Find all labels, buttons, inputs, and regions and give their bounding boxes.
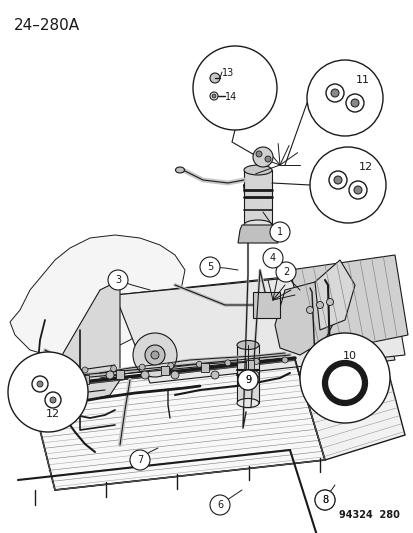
Circle shape <box>316 302 323 309</box>
Circle shape <box>250 371 259 379</box>
Ellipse shape <box>175 167 184 173</box>
Circle shape <box>262 248 282 268</box>
Circle shape <box>306 306 313 313</box>
Polygon shape <box>81 375 89 384</box>
Polygon shape <box>274 282 339 355</box>
Circle shape <box>209 495 230 515</box>
Polygon shape <box>236 345 259 403</box>
Circle shape <box>106 371 114 379</box>
Text: 24–280A: 24–280A <box>14 18 80 33</box>
Text: 13: 13 <box>221 68 234 78</box>
Circle shape <box>333 176 341 184</box>
Circle shape <box>50 397 56 403</box>
Circle shape <box>264 156 271 162</box>
Circle shape <box>192 46 276 130</box>
Circle shape <box>326 298 333 305</box>
Polygon shape <box>252 292 279 318</box>
Circle shape <box>275 262 295 282</box>
Circle shape <box>82 367 88 373</box>
Text: 6: 6 <box>216 500 223 510</box>
Circle shape <box>224 360 230 366</box>
Circle shape <box>133 333 177 377</box>
Circle shape <box>314 490 334 510</box>
Circle shape <box>281 357 287 363</box>
Ellipse shape <box>236 399 259 408</box>
Text: 94324  280: 94324 280 <box>338 510 399 520</box>
Circle shape <box>269 222 289 242</box>
Polygon shape <box>115 268 394 390</box>
Circle shape <box>110 366 116 372</box>
Circle shape <box>330 89 338 97</box>
Circle shape <box>299 333 389 423</box>
Text: 8: 8 <box>321 495 327 505</box>
Text: 9: 9 <box>244 375 250 385</box>
Text: 3: 3 <box>115 275 121 285</box>
Circle shape <box>167 363 173 369</box>
Circle shape <box>139 364 145 370</box>
Circle shape <box>108 270 128 290</box>
Ellipse shape <box>243 165 271 175</box>
Circle shape <box>141 371 149 379</box>
Polygon shape <box>289 255 407 355</box>
Polygon shape <box>30 360 324 490</box>
Text: 11: 11 <box>355 75 369 85</box>
Text: 12: 12 <box>358 162 372 172</box>
Circle shape <box>145 345 165 365</box>
Circle shape <box>306 60 382 136</box>
Text: 4: 4 <box>269 253 275 263</box>
Circle shape <box>130 450 150 470</box>
Text: 12: 12 <box>46 409 60 419</box>
Polygon shape <box>55 280 120 400</box>
Circle shape <box>314 490 334 510</box>
Text: 7: 7 <box>137 455 143 465</box>
Circle shape <box>209 73 219 83</box>
Polygon shape <box>237 225 277 243</box>
Polygon shape <box>115 268 404 383</box>
Polygon shape <box>201 363 209 372</box>
Circle shape <box>353 186 361 194</box>
Text: 5: 5 <box>206 262 213 272</box>
Circle shape <box>211 94 216 98</box>
Text: 8: 8 <box>321 495 327 505</box>
Circle shape <box>171 371 178 379</box>
Polygon shape <box>10 235 185 360</box>
Text: 2: 2 <box>282 267 288 277</box>
Circle shape <box>151 351 159 359</box>
Ellipse shape <box>236 341 259 350</box>
Text: 9: 9 <box>244 375 250 385</box>
Polygon shape <box>314 260 354 330</box>
Text: 14: 14 <box>224 92 237 102</box>
Circle shape <box>237 370 257 390</box>
Circle shape <box>237 370 257 390</box>
Polygon shape <box>161 366 169 375</box>
Polygon shape <box>243 170 271 225</box>
Circle shape <box>253 358 259 365</box>
Circle shape <box>199 257 219 277</box>
Polygon shape <box>116 370 124 379</box>
Polygon shape <box>245 360 254 369</box>
Circle shape <box>8 352 88 432</box>
Circle shape <box>252 147 272 167</box>
Circle shape <box>211 371 218 379</box>
Text: 1: 1 <box>276 227 282 237</box>
Ellipse shape <box>243 220 271 230</box>
Circle shape <box>309 147 385 223</box>
Circle shape <box>255 151 261 157</box>
Circle shape <box>37 381 43 387</box>
Circle shape <box>350 99 358 107</box>
Circle shape <box>196 361 202 367</box>
Polygon shape <box>294 340 404 460</box>
Text: 10: 10 <box>342 351 356 361</box>
